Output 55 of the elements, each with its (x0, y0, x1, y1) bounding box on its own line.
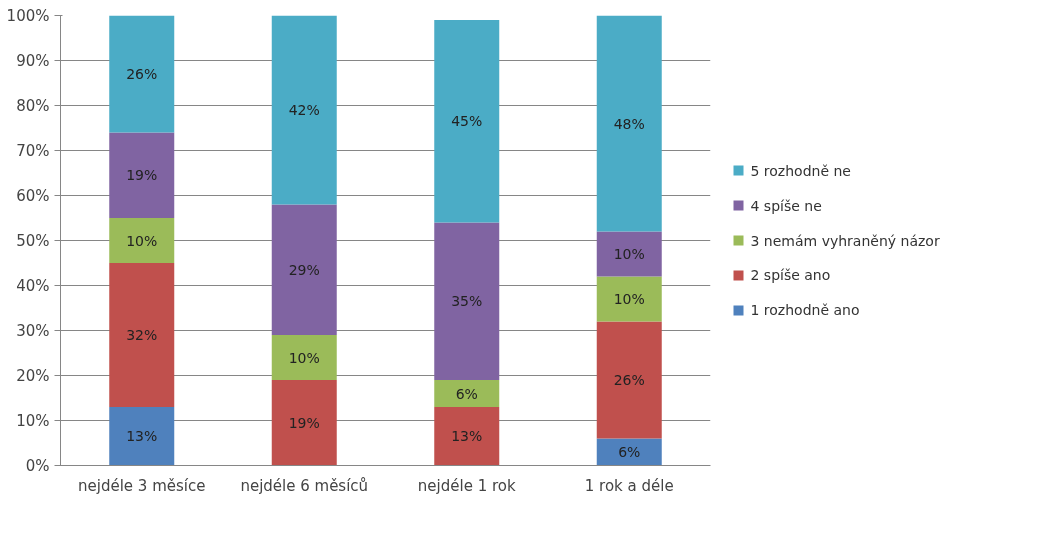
bar (434, 222, 500, 380)
bar (109, 132, 175, 218)
y-tick-label: 0% (25, 456, 50, 475)
data-label: 10% (288, 349, 320, 366)
data-label: 32% (126, 327, 158, 343)
x-tick-label: nejdéle 6 měsíců (240, 476, 369, 495)
y-tick-label: 30% (16, 321, 50, 340)
x-tick-label: nejdéle 3 měsíce (78, 476, 206, 495)
y-tick-label: 100% (6, 6, 50, 25)
bar (109, 263, 175, 407)
bar (109, 218, 175, 263)
y-tick-label: 80% (16, 96, 50, 115)
bar (109, 407, 175, 466)
data-label: 13% (126, 428, 158, 445)
data-label: 10% (613, 291, 645, 307)
data-label: 26% (126, 66, 158, 82)
data-label: 42% (288, 102, 320, 118)
bar (434, 407, 500, 466)
data-label: 45% (451, 113, 483, 130)
bar (596, 321, 662, 439)
y-tick-label: 40% (16, 276, 50, 295)
data-label: 13% (451, 428, 483, 445)
y-tick-label: 20% (16, 366, 50, 385)
y-tick-label: 50% (16, 231, 50, 250)
data-label: 26% (613, 372, 645, 388)
legend-label: 1 rozhodně ano (750, 302, 860, 319)
x-tick-label: nejdéle 1 rok (417, 476, 516, 495)
y-tick-label: 90% (16, 51, 50, 70)
bar (271, 204, 337, 335)
data-label: 6% (455, 385, 478, 402)
y-tick-label: 10% (16, 411, 50, 430)
bar (596, 231, 662, 277)
bar (596, 276, 662, 322)
y-tick-label: 70% (16, 141, 50, 160)
data-label: 10% (613, 246, 645, 262)
data-label: 29% (288, 261, 320, 278)
bar (271, 380, 337, 466)
bar (271, 15, 337, 205)
bar (596, 15, 662, 232)
data-label: 35% (451, 293, 483, 310)
legend-label: 2 spíše ano (750, 267, 831, 284)
bar (434, 380, 500, 407)
y-tick-label: 60% (16, 186, 50, 205)
bar (434, 20, 500, 223)
legend-label: 5 rozhodně ne (750, 162, 851, 179)
bar (271, 335, 337, 380)
data-label: 19% (288, 414, 320, 431)
legend-label: 3 nemám vyhraněný názor (750, 232, 940, 249)
x-tick-label: 1 rok a déle (584, 476, 674, 495)
bar (109, 15, 175, 133)
data-label: 48% (613, 115, 645, 132)
data-label: 10% (126, 232, 158, 249)
data-label: 19% (126, 167, 158, 184)
legend-label: 4 spíše ne (750, 197, 822, 214)
data-label: 6% (618, 444, 641, 460)
